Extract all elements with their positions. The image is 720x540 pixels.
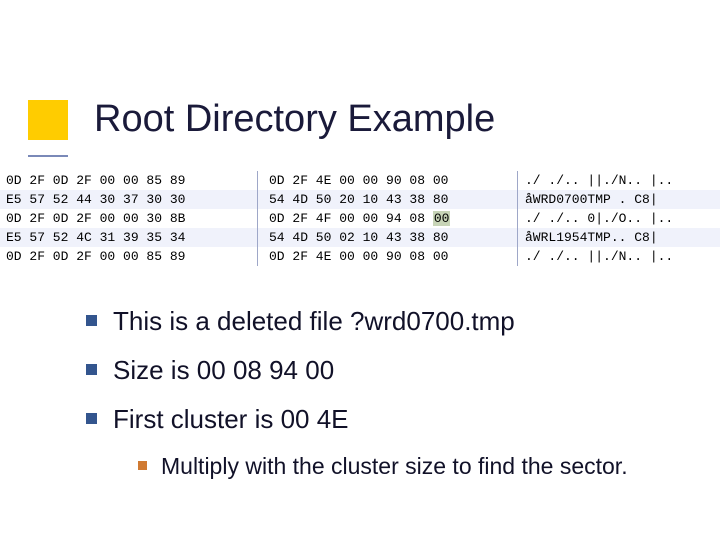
bullet-item: First cluster is 00 4E bbox=[86, 402, 680, 437]
page-title: Root Directory Example bbox=[94, 98, 495, 141]
hex-ascii: ./ ./.. 0|./O.. |.. bbox=[517, 209, 720, 228]
sub-bullet-item: Multiply with the cluster size to find t… bbox=[138, 451, 680, 482]
hex-row: 0D 2F 0D 2F 00 00 30 8B0D 2F 4F 00 00 94… bbox=[0, 209, 720, 228]
selected-byte: 00 bbox=[433, 211, 451, 226]
hex-cell: 0D 2F 4F 00 00 94 08 00 bbox=[257, 209, 517, 228]
hex-ascii: ./ ./.. ||./N.. |.. bbox=[517, 247, 720, 266]
accent-block bbox=[28, 100, 68, 140]
hex-cell: 0D 2F 4E 00 00 90 08 00 bbox=[257, 171, 517, 190]
sub-bullet-text: Multiply with the cluster size to find t… bbox=[161, 451, 628, 482]
hex-cell: E5 57 52 4C 31 39 35 34 bbox=[0, 228, 257, 247]
hex-cell: 54 4D 50 20 10 43 38 80 bbox=[257, 190, 517, 209]
hex-cell: E5 57 52 44 30 37 30 30 bbox=[0, 190, 257, 209]
bullet-marker-icon bbox=[86, 413, 97, 424]
hex-cell: 0D 2F 0D 2F 00 00 30 8B bbox=[0, 209, 257, 228]
bullet-text: Size is 00 08 94 00 bbox=[113, 353, 334, 388]
bullet-marker-icon bbox=[86, 364, 97, 375]
bullet-marker-icon bbox=[86, 315, 97, 326]
bullet-item: Size is 00 08 94 00 bbox=[86, 353, 680, 388]
hex-row: E5 57 52 44 30 37 30 3054 4D 50 20 10 43… bbox=[0, 190, 720, 209]
hex-row: 0D 2F 0D 2F 00 00 85 890D 2F 4E 00 00 90… bbox=[0, 171, 720, 190]
hex-ascii: åWRL1954TMP.. C8| bbox=[517, 228, 720, 247]
bullet-text: This is a deleted file ?wrd0700.tmp bbox=[113, 304, 515, 339]
hex-cell: 54 4D 50 02 10 43 38 80 bbox=[257, 228, 517, 247]
bullet-item: This is a deleted file ?wrd0700.tmp bbox=[86, 304, 680, 339]
bullet-list: This is a deleted file ?wrd0700.tmp Size … bbox=[86, 304, 680, 482]
hex-row: 0D 2F 0D 2F 00 00 85 890D 2F 4E 00 00 90… bbox=[0, 247, 720, 266]
hex-cell: 0D 2F 0D 2F 00 00 85 89 bbox=[0, 247, 257, 266]
column-separator bbox=[517, 171, 518, 266]
hex-dump: 0D 2F 0D 2F 00 00 85 890D 2F 4E 00 00 90… bbox=[0, 171, 720, 266]
hex-row: E5 57 52 4C 31 39 35 3454 4D 50 02 10 43… bbox=[0, 228, 720, 247]
hex-ascii: åWRD0700TMP . C8| bbox=[517, 190, 720, 209]
hex-cell: 0D 2F 4E 00 00 90 08 00 bbox=[257, 247, 517, 266]
hex-ascii: ./ ./.. ||./N.. |.. bbox=[517, 171, 720, 190]
bullet-marker-icon bbox=[138, 461, 147, 470]
title-underline bbox=[28, 155, 68, 157]
hex-cell: 0D 2F 0D 2F 00 00 85 89 bbox=[0, 171, 257, 190]
column-separator bbox=[257, 171, 258, 266]
title-region: Root Directory Example bbox=[28, 98, 495, 141]
bullet-text: First cluster is 00 4E bbox=[113, 402, 349, 437]
